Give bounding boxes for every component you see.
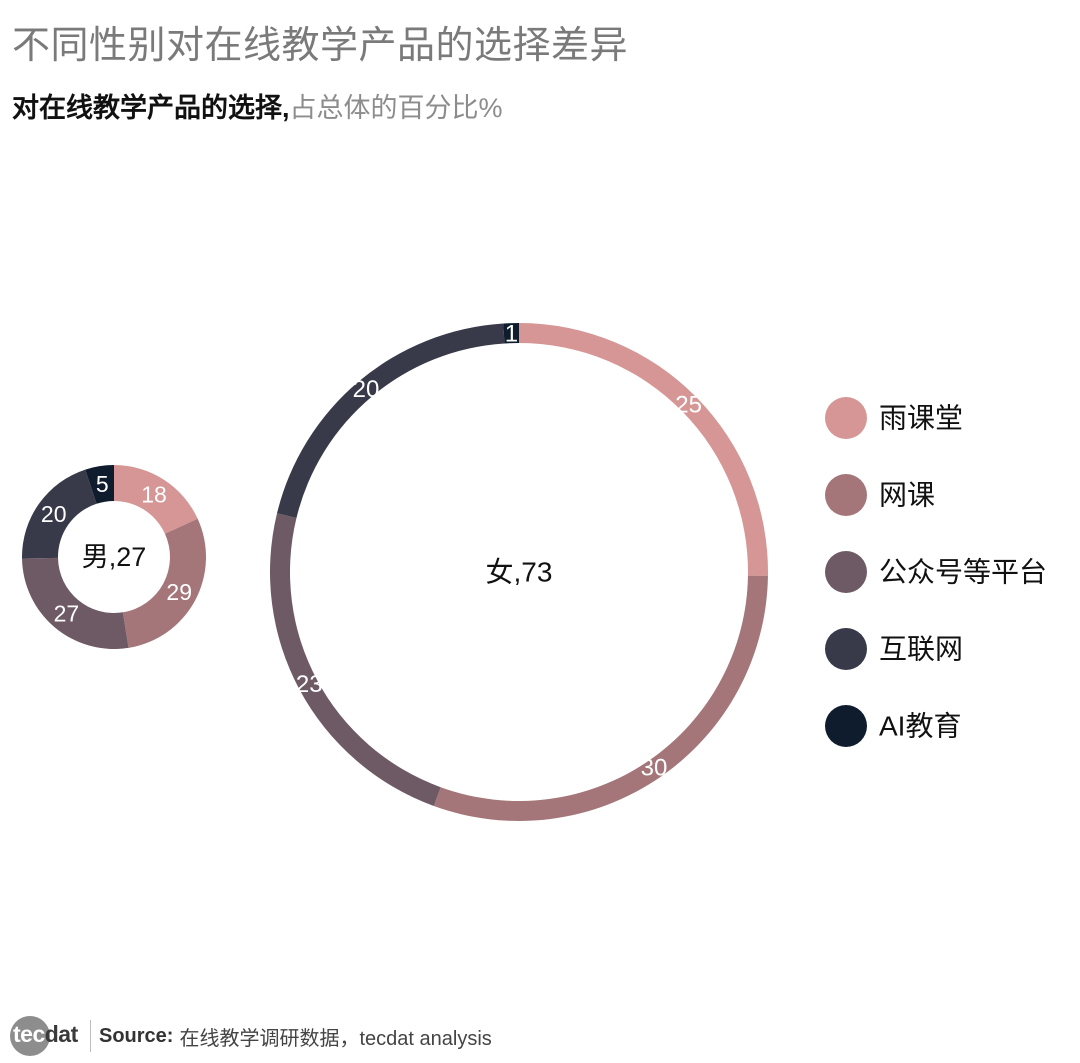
logo-text-tec: tec: [13, 1021, 45, 1047]
donut-slice: [114, 465, 198, 534]
donut-slice: [85, 465, 114, 504]
legend-label: AI教育: [879, 711, 961, 742]
donut-center-label: 男,27: [82, 542, 147, 572]
donut-slice: [21, 469, 97, 559]
slice-value-label: 20: [353, 376, 380, 403]
legend-swatch: [825, 474, 867, 516]
slice-value-label: 30: [641, 755, 668, 782]
legend-swatch: [825, 705, 867, 747]
legend-swatch: [825, 628, 867, 670]
legend-swatch: [825, 397, 867, 439]
footer-divider: [90, 1020, 91, 1052]
donut-slice: [270, 513, 441, 806]
donut-slice: [519, 323, 768, 576]
slice-value-label: 5: [96, 471, 109, 497]
slice-value-label: 27: [54, 601, 80, 627]
legend-label: 网课: [879, 480, 935, 511]
donut-1: 25 30 23 20 1 女,73: [270, 321, 768, 821]
legend-label: 互联网: [879, 634, 963, 665]
chart-title: 不同性别对在线教学产品的选择差异: [12, 25, 629, 67]
legend-label: 公众号等平台: [879, 557, 1047, 588]
source-text: 在线教学调研数据，tecdat analysis: [179, 1027, 492, 1050]
slice-value-label: 18: [141, 482, 167, 508]
donut-slice: [503, 323, 519, 344]
donut-slice: [277, 323, 505, 519]
source-label: Source:: [99, 1024, 174, 1047]
tecdat-logo: tecdat: [10, 1016, 86, 1056]
legend-swatch: [825, 551, 867, 593]
subtitle-bold: 对在线教学产品的选择,: [12, 93, 290, 123]
donut-center-label: 女,73: [486, 557, 553, 588]
chart-subtitle: 对在线教学产品的选择,占总体的百分比%: [12, 86, 503, 125]
slice-value-label: 1: [505, 321, 518, 348]
donut-slice: [433, 575, 768, 821]
logo-circle: [10, 1016, 50, 1056]
slice-value-label: 29: [166, 579, 192, 605]
logo-text-dat: dat: [44, 1021, 79, 1047]
subtitle-light: 占总体的百分比%: [289, 93, 503, 123]
source-footer: tecdat Source: 在线教学调研数据，tecdat analysis: [10, 1016, 492, 1056]
slice-value-label: 20: [41, 501, 67, 527]
donut-0: 18 29 27 20 5 男,27: [21, 465, 207, 649]
donut-slice: [122, 518, 207, 648]
slice-value-label: 23: [296, 671, 323, 698]
slice-value-label: 25: [675, 392, 702, 419]
legend-label: 雨课堂: [879, 403, 963, 434]
donut-chart: 18 29 27 20 5 男,27 25 30 23 20 1 女,73 雨课堂网课公众号等平台互联网…: [21, 321, 1048, 821]
donut-slice: [22, 557, 129, 649]
